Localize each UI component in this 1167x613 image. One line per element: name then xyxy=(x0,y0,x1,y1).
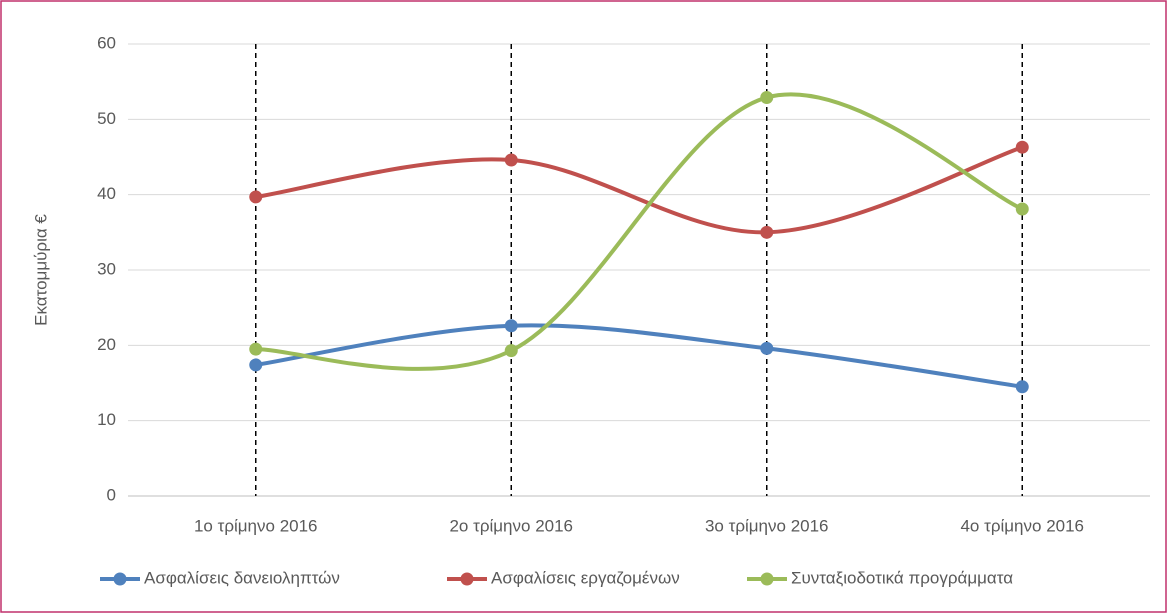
point-marker xyxy=(249,190,263,204)
point-marker xyxy=(249,358,263,372)
legend-label: Συνταξιοδοτικά προγράμματα xyxy=(791,568,1013,587)
x-tick-label: 4ο τρίμηνο 2016 xyxy=(960,516,1084,535)
y-tick-label: 30 xyxy=(97,259,116,278)
point-marker xyxy=(504,319,518,333)
point-marker xyxy=(1015,202,1029,216)
x-tick-label: 2ο τρίμηνο 2016 xyxy=(449,516,573,535)
point-marker xyxy=(760,341,774,355)
point-marker xyxy=(1015,140,1029,154)
y-tick-label: 50 xyxy=(97,109,116,128)
legend-marker xyxy=(760,572,774,586)
y-tick-label: 10 xyxy=(97,410,116,429)
y-tick-label: 40 xyxy=(97,184,116,203)
point-marker xyxy=(504,153,518,167)
y-tick-label: 20 xyxy=(97,335,116,354)
legend-marker xyxy=(113,572,127,586)
point-marker xyxy=(504,344,518,358)
point-marker xyxy=(760,225,774,239)
point-marker xyxy=(760,90,774,104)
series-line xyxy=(253,92,1025,371)
series-line xyxy=(253,323,1025,389)
point-marker xyxy=(1015,380,1029,394)
series-line xyxy=(253,145,1025,235)
y-tick-label: 0 xyxy=(107,485,116,504)
point-marker xyxy=(249,342,263,356)
legend-label: Ασφαλίσεις δανειοληπτών xyxy=(144,568,340,587)
x-tick-label: 1ο τρίμηνο 2016 xyxy=(194,516,318,535)
x-tick-label: 3ο τρίμηνο 2016 xyxy=(705,516,829,535)
legend-label: Ασφαλίσεις εργαζομένων xyxy=(491,568,680,587)
y-axis-label: Εκατομμύρια € xyxy=(31,214,50,326)
legend-marker xyxy=(460,572,474,586)
y-tick-label: 60 xyxy=(97,33,116,52)
